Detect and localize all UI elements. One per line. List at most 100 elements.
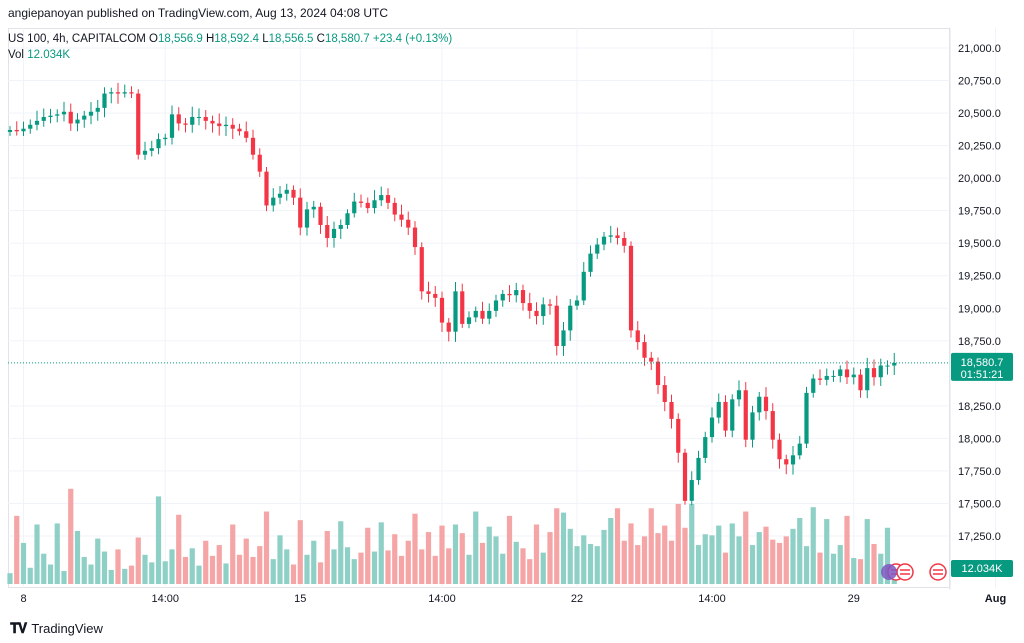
- legend-close: 18,580.7: [324, 33, 370, 45]
- candle-body: [331, 228, 337, 238]
- candle-body: [480, 310, 485, 319]
- y-tick-label: 19,750.0: [958, 206, 1001, 218]
- volume-bar: [405, 540, 411, 584]
- volume-bar: [203, 540, 209, 584]
- volume-bar: [560, 512, 567, 584]
- candle-body: [129, 92, 134, 94]
- candle-body: [858, 374, 863, 391]
- candle-body: [696, 457, 701, 481]
- candle-body: [318, 206, 323, 225]
- volume-bar: [871, 543, 877, 584]
- candle-body: [851, 374, 856, 378]
- volume-bar: [554, 508, 560, 584]
- candle-body: [628, 245, 634, 331]
- candle-body: [730, 399, 735, 431]
- x-tick-label: 15: [294, 593, 306, 605]
- volume-bar: [722, 552, 729, 584]
- volume-bar: [344, 547, 351, 584]
- volume-bar: [851, 558, 857, 584]
- candle-body: [831, 375, 836, 377]
- legend-change: +23.4 (+0.13%): [372, 33, 453, 45]
- candle-body: [811, 378, 816, 393]
- volume-bar: [776, 542, 783, 584]
- candle-body: [244, 131, 249, 138]
- volume-bar: [338, 521, 344, 584]
- volume-bar: [358, 552, 364, 584]
- candle-body: [568, 305, 573, 331]
- candle-body: [433, 293, 438, 298]
- candle-body: [82, 115, 87, 120]
- candle-body: [709, 417, 715, 438]
- candle-body: [41, 116, 46, 121]
- candle-body: [736, 390, 742, 400]
- candle-body: [608, 235, 613, 237]
- y-tick-label: 18,250.0: [958, 401, 1001, 413]
- volume-bar: [763, 526, 769, 584]
- candle-body: [844, 369, 850, 378]
- volume-bar: [540, 552, 546, 584]
- candle-body: [466, 317, 472, 324]
- legend-volume-value: 12.034K: [27, 49, 71, 61]
- volume-bar: [27, 567, 33, 584]
- volume-bar: [702, 534, 708, 584]
- volume-bar: [230, 524, 236, 584]
- candle-body: [190, 116, 195, 125]
- candle-body: [183, 123, 188, 125]
- y-tick-label: 17,250.0: [958, 531, 1001, 543]
- volume-bar: [837, 545, 843, 584]
- legend-symbol[interactable]: US 100, 4h, CAPITALCOM: [8, 33, 146, 45]
- volume-bar: [398, 555, 405, 584]
- volume-bar: [243, 538, 249, 584]
- volume-bar: [7, 573, 13, 584]
- volume-bar: [47, 564, 54, 584]
- volume-bar: [236, 554, 243, 584]
- volume-bar: [257, 546, 263, 584]
- volume-bar: [263, 511, 270, 584]
- footer-brand: TradingView: [31, 621, 103, 636]
- volume-bar: [675, 503, 681, 584]
- volume-bar: [506, 515, 513, 584]
- candle-body: [237, 128, 242, 132]
- volume-bar: [797, 518, 803, 584]
- y-tick-label: 20,000.0: [958, 173, 1001, 185]
- volume-bar: [419, 549, 425, 584]
- candle-body: [372, 200, 377, 209]
- volume-bar: [601, 529, 607, 584]
- candle-body: [419, 247, 424, 292]
- candle-body: [588, 253, 593, 272]
- candle-body: [446, 322, 451, 332]
- candle-body: [210, 120, 215, 124]
- volume-bar: [500, 553, 506, 584]
- candle-body: [28, 124, 33, 129]
- candle-body: [561, 330, 566, 347]
- volume-bar: [527, 559, 533, 584]
- us-flag-event-icon: [896, 563, 914, 581]
- candle-body: [379, 195, 384, 201]
- candle-body: [507, 293, 512, 296]
- candle-body: [95, 107, 100, 112]
- candle-body: [716, 401, 721, 418]
- volume-bar: [783, 536, 789, 584]
- candle-body: [541, 304, 546, 317]
- volume-bar: [176, 514, 182, 584]
- volume-bar: [682, 527, 688, 584]
- tradingview-footer[interactable]: 𝐓𝐕 TradingView: [10, 620, 103, 637]
- volume-bar: [479, 542, 486, 584]
- candle-body: [676, 418, 681, 453]
- volume-bar: [216, 545, 222, 584]
- y-tick-label: 20,750.0: [958, 76, 1001, 88]
- volume-bar: [749, 545, 756, 584]
- candle-body: [55, 114, 60, 116]
- candle-body: [871, 368, 877, 378]
- candle-body: [298, 197, 303, 228]
- candle-body: [574, 300, 580, 306]
- volume-bar: [493, 536, 499, 584]
- candle-body: [136, 93, 141, 155]
- candle-body: [196, 116, 202, 118]
- volume-bar: [857, 559, 864, 584]
- volume-bar: [290, 564, 297, 584]
- candle-body: [75, 119, 80, 124]
- volume-bar: [884, 527, 891, 584]
- candle-body: [291, 189, 296, 198]
